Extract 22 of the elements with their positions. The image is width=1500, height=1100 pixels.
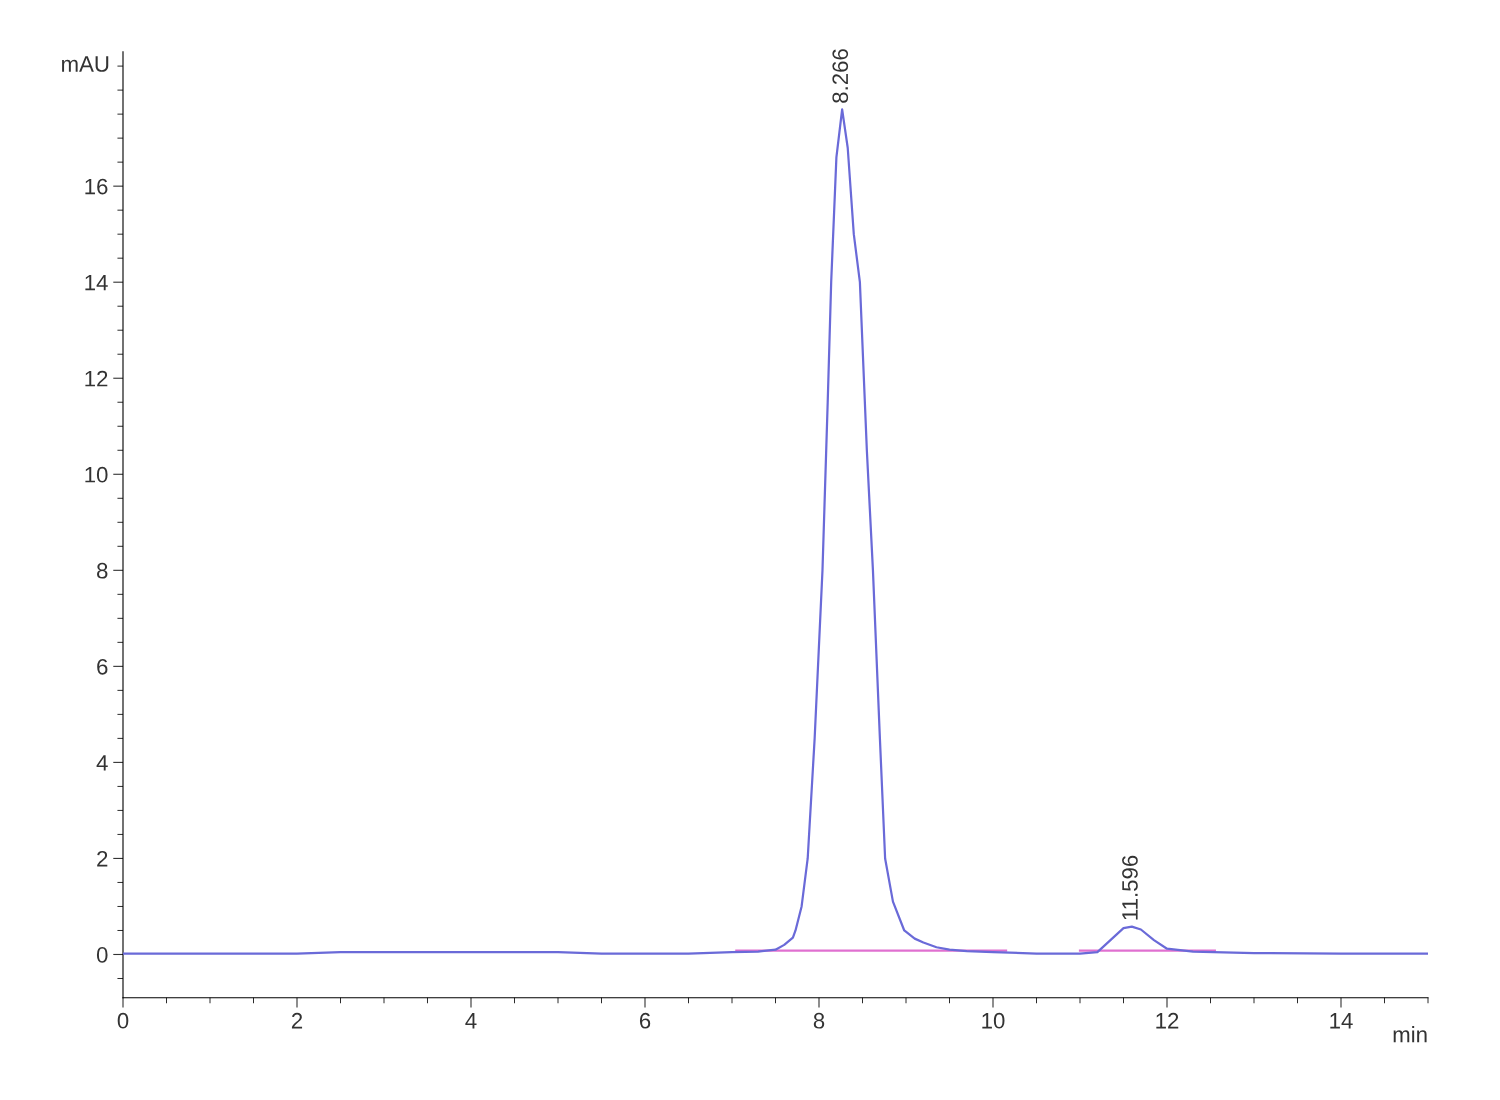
y-tick-label: 6: [97, 658, 108, 675]
y-tick-label: 10: [85, 466, 108, 483]
x-tick-label: 4: [465, 1013, 477, 1029]
x-tick-label: 6: [639, 1012, 651, 1029]
y-tick-label: 0: [96, 947, 108, 963]
x-tick-label: 14: [1330, 1013, 1353, 1029]
line-series: [123, 108, 1428, 955]
x-tick-label: 10: [982, 1012, 1005, 1029]
y-axis-title: mAU: [62, 56, 109, 72]
x-tick-label: 8: [813, 1012, 825, 1029]
x-axis-title: min: [1393, 1026, 1427, 1043]
y-tick-label: 16: [85, 178, 108, 195]
x-tick-label: 2: [291, 1012, 303, 1029]
y-tick-label: 14: [85, 274, 108, 291]
y-tick-label: 8: [97, 562, 108, 579]
x-tick-label: 12: [1156, 1012, 1179, 1029]
y-tick-label: 2: [97, 850, 108, 867]
annotation: 11.596: [1122, 855, 1138, 920]
annotation: 8.266: [832, 49, 849, 103]
x-tick-label: 0: [117, 1012, 129, 1029]
y-tick-label: 4: [96, 755, 108, 771]
y-tick-label: 12: [85, 370, 108, 387]
